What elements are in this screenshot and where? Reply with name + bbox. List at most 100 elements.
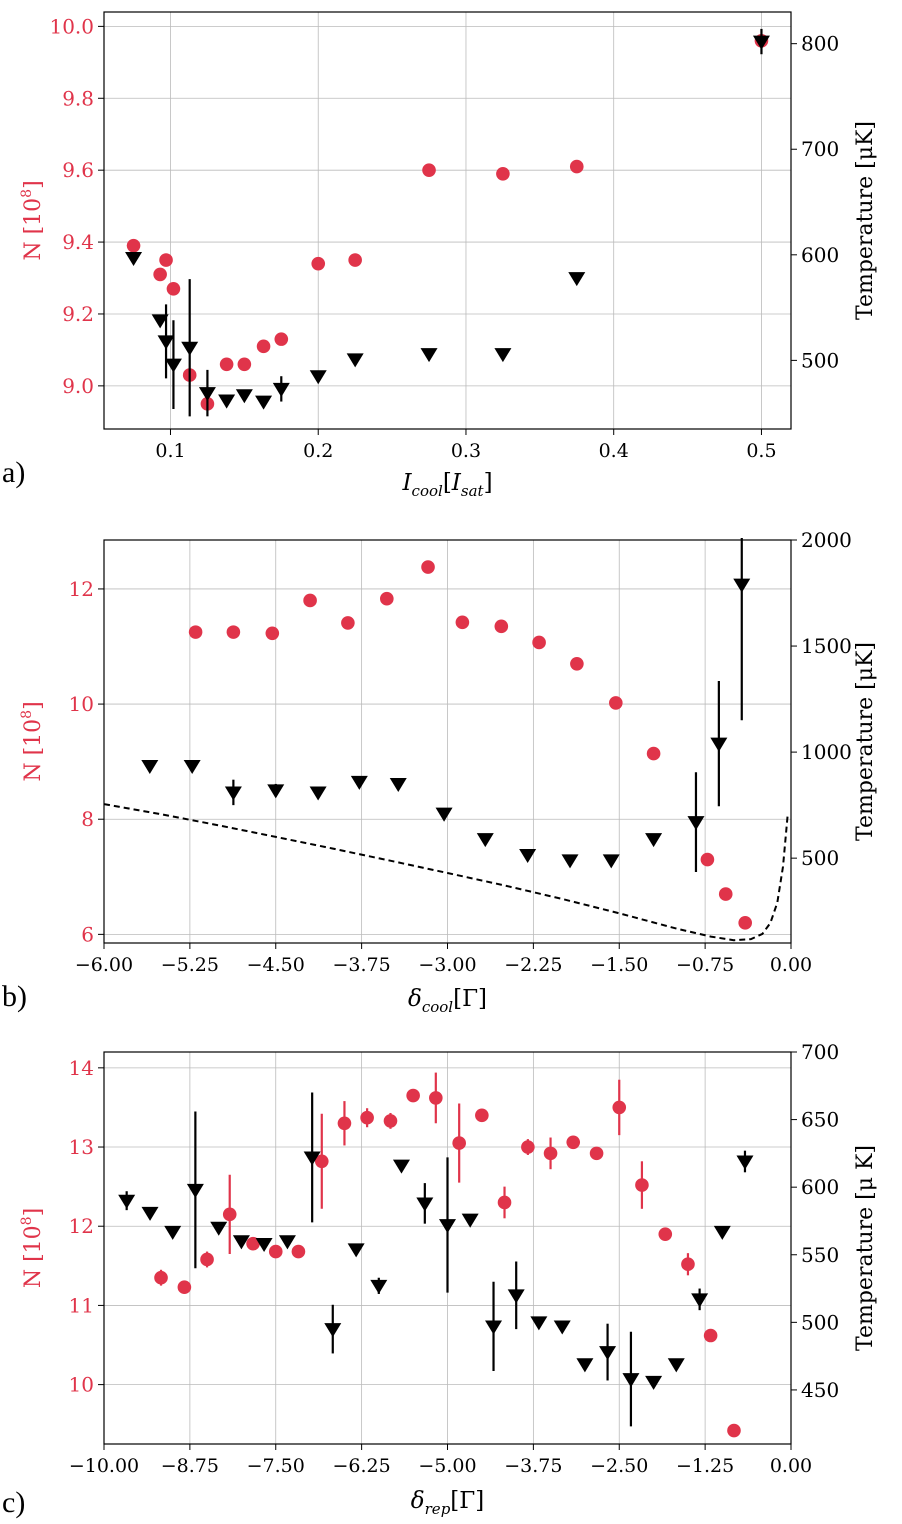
temperature-data-point [151,314,169,329]
temperature-data-point [420,348,438,363]
y-left-tick-label: 10 [69,1373,94,1397]
y-left-tick-label: 10 [69,692,94,716]
x-title-bracket-close: ] [484,470,493,496]
temperature-data-point [198,387,216,402]
temperature-data-point [141,1206,159,1221]
y-left-title-end: ] [21,180,46,189]
temperature-data-point [561,854,579,869]
x-tick-label: 0.00 [770,1455,812,1477]
temperature-data-point [278,1235,296,1250]
temperature-data-point [164,1225,182,1240]
temperature-data-point [118,1194,136,1209]
temperature-data-point [235,389,253,404]
temperature-data-point [183,759,201,774]
x-title-sub: rep [425,1500,451,1518]
n-data-point [452,1136,466,1150]
temperature-data-point [255,1237,273,1253]
y-left-tick-label: 10.0 [49,14,94,38]
series-temperature [118,1092,754,1427]
n-data-point [314,1154,329,1169]
temperature-data-point [224,786,242,801]
y-right-tick-label: 600 [801,243,839,267]
n-data-point [166,282,181,296]
y-right-tick-label: 700 [801,1040,839,1064]
temperature-data-point [347,1243,365,1258]
x-tick-label: −1.25 [676,1455,734,1477]
temperature-data-point [599,1346,617,1361]
n-data-point [406,1088,420,1103]
n-data-point [543,1146,558,1161]
x-tick-label: −5.25 [161,954,219,976]
n-data-point [569,159,584,174]
x-tick-label: 0.00 [770,954,812,976]
x-tick-label: −2.50 [590,1455,648,1477]
y-left-tick-label: 11 [69,1293,94,1317]
temperature-data-point [309,370,327,385]
x-axis-title: Icool[Isat] [401,470,492,500]
y-right-tick-label: 700 [801,137,839,161]
y-right-tick-label: 550 [801,1243,839,1267]
temperature-data-point [370,1279,388,1294]
y-right-tick-label: 500 [801,846,839,870]
x-tick-label: 0.1 [155,440,185,462]
y-left-tick-label: 12 [69,1214,94,1238]
data-layer [104,538,789,942]
n-data-point [383,1114,398,1128]
y-right-tick-label: 600 [801,1175,839,1199]
n-data-point [237,357,252,372]
n-data-point [268,1244,283,1259]
grid [104,12,791,429]
n-data-point [589,1146,604,1161]
n-data-point [154,1270,168,1285]
n-data-point [703,1328,718,1343]
temperature-data-point [210,1221,228,1236]
x-title-main: I [401,470,412,496]
x-tick-label: 0.3 [451,440,481,462]
x-tick-label: −3.00 [418,954,476,976]
panel-1: 0.1 0.2 0.3 0.4 0.5 9.0 9.2 9.4 9.6 9.8 10.0 500 600… [2,11,878,500]
y-left-tick-label: 12 [69,577,94,601]
x-tick-label: −5.00 [418,1455,476,1477]
x-axis: 0.1 0.2 0.3 0.4 0.5 [155,429,777,462]
n-data-point [303,593,317,608]
n-data-point [727,1423,741,1438]
y-left-tick-label: 9.8 [62,86,94,110]
temperature-data-point [350,775,368,790]
series-temperature [125,28,770,417]
n-data-point [360,1110,374,1125]
temperature-data-point [713,1225,731,1240]
temperature-data-point [576,1358,594,1373]
x-tick-label: −2.25 [504,954,562,976]
n-data-point [188,625,203,639]
x-tick-label: −8.75 [161,1455,219,1477]
n-data-point [421,560,435,574]
x-tick-label: −6.25 [333,1455,391,1477]
temperature-data-point [645,833,663,848]
n-data-point [219,357,234,372]
temperature-data-point [141,759,159,774]
y-left-title-main: N [10 [21,1225,46,1288]
y-left-axis-title: N [108] [19,1208,46,1288]
temperature-data-point [710,737,728,752]
x-tick-label: −0.75 [676,954,734,976]
n-data-point [635,1178,649,1192]
y-right-tick-label: 2000 [801,528,852,552]
y-right-axis-title: Temperature [μK] [853,121,878,320]
temperature-data-point [530,1316,548,1331]
y-left-title-sup: 8 [19,189,35,198]
n-data-point [496,166,510,181]
x-tick-label: −7.50 [247,1455,305,1477]
y-left-title-end: ] [21,1208,46,1217]
n-data-point [681,1257,695,1272]
n-data-point [566,1135,581,1150]
temperature-data-point [255,395,273,410]
y-right-tick-label: 1000 [801,740,852,764]
temperature-data-point [416,1197,434,1212]
series-n [154,1072,741,1438]
n-data-point [570,656,584,671]
n-data-point [658,1227,673,1241]
panel-label: c) [2,1486,25,1519]
x-axis: −6.00 −5.25 −4.50 −3.75 −3.00 −2.25 −1.50 −0.75… [75,943,812,976]
x-title-bracket-main: I [451,470,462,496]
